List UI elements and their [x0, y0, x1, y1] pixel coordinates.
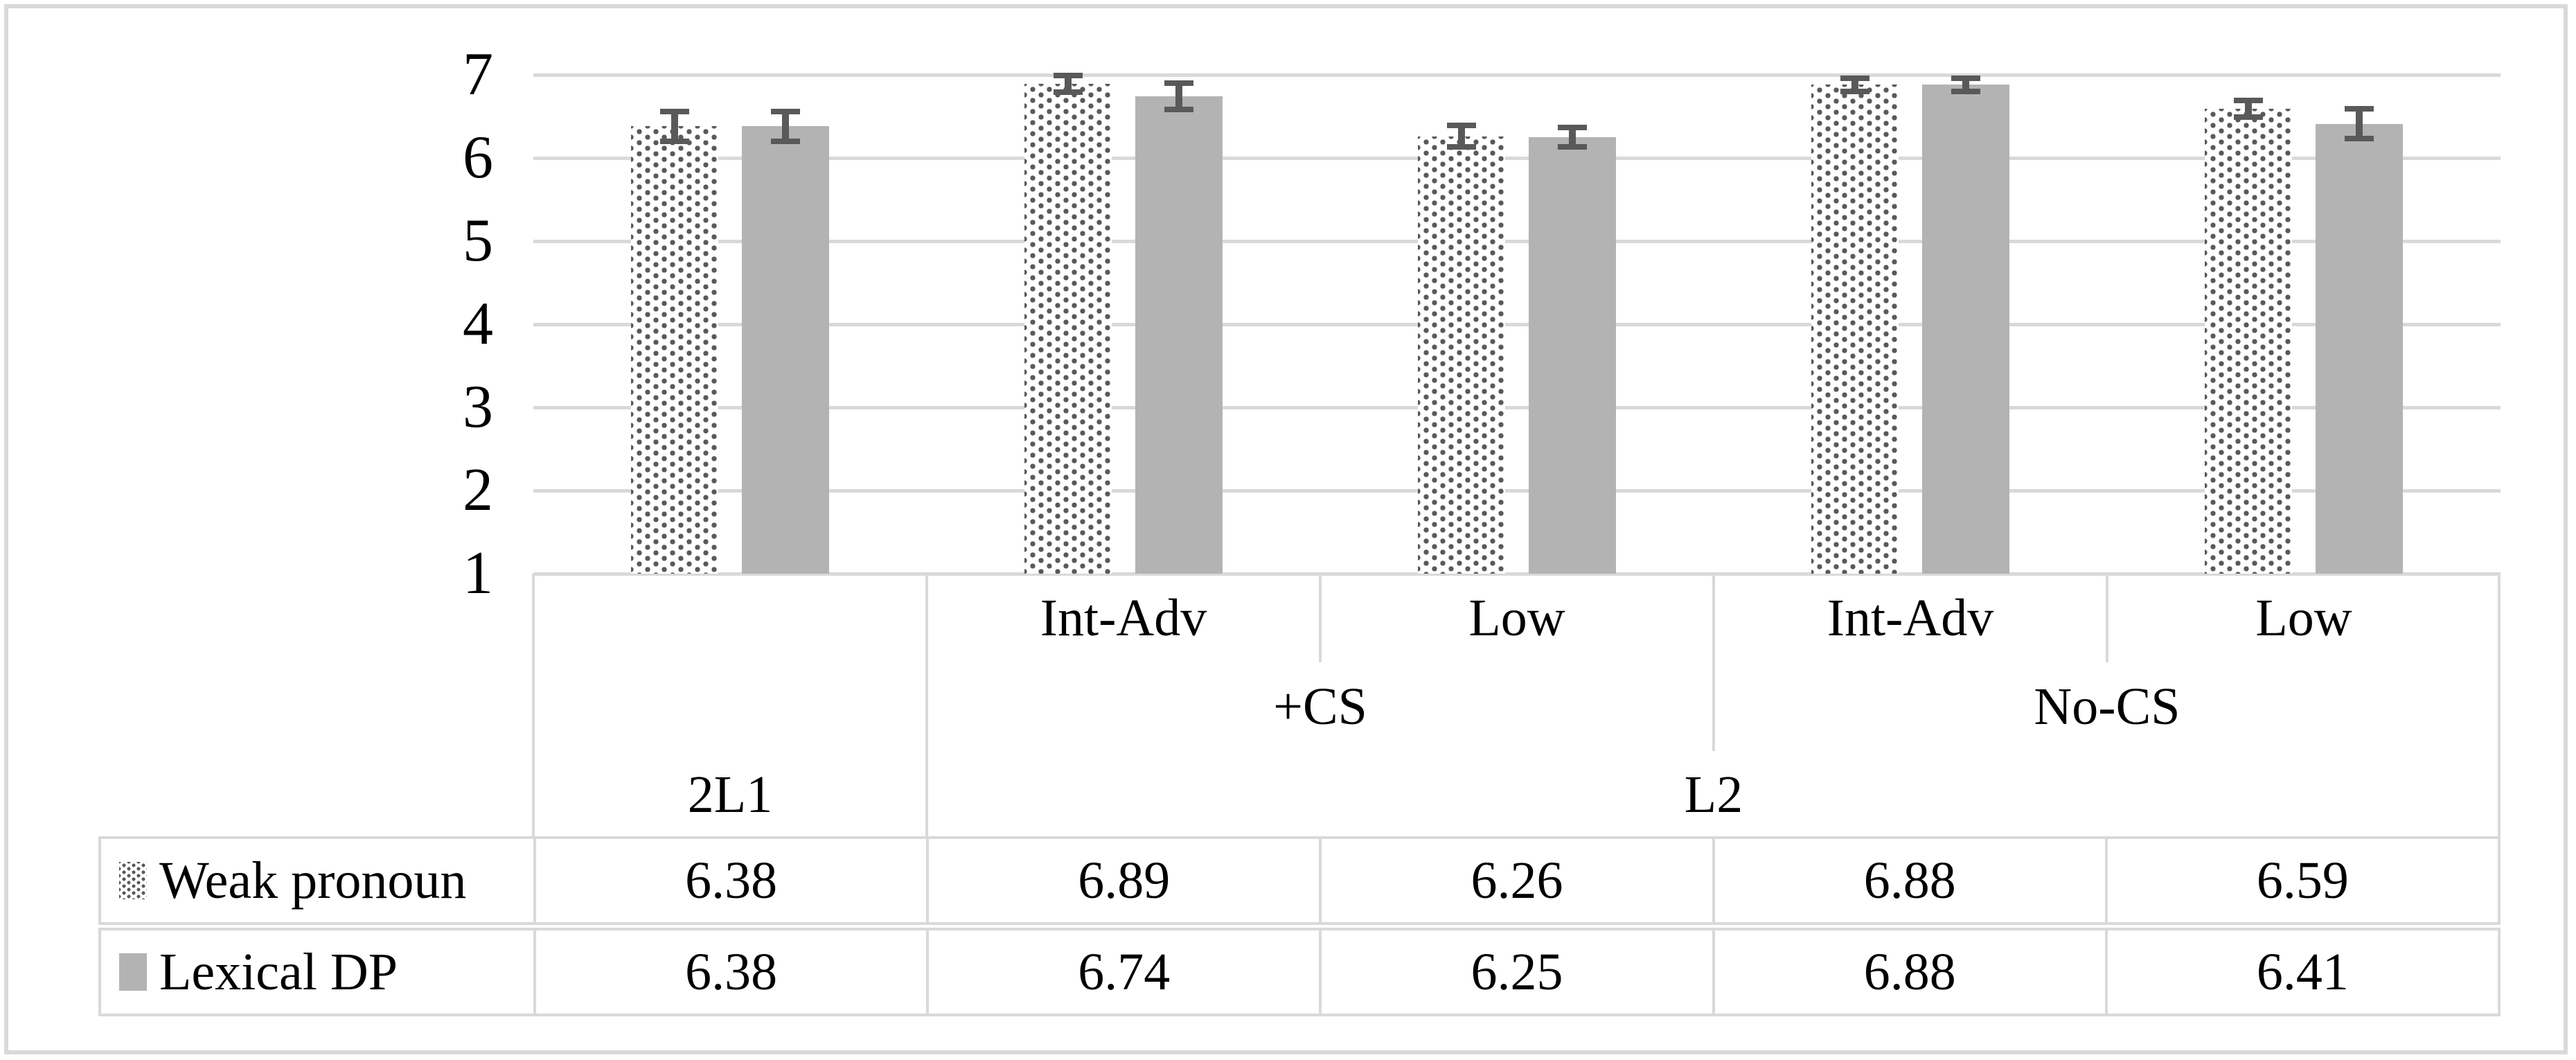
- error-bar-cap-top: [1951, 75, 1980, 81]
- error-bar-cap-bottom: [1054, 89, 1083, 96]
- error-bar-cap-bottom: [771, 139, 800, 144]
- error-bar-stem: [1851, 78, 1858, 91]
- value-lex-nocs-low: 6.41: [2104, 930, 2498, 1014]
- table-line-right: [2498, 574, 2501, 838]
- value-weak-2l1: 6.38: [533, 839, 926, 922]
- y-axis-tick-label-3: 3: [463, 373, 493, 441]
- header-2l1: 2L1: [687, 766, 773, 824]
- value-weak-cs-low: 6.26: [1319, 839, 1712, 922]
- error-bar-cap-top: [1164, 80, 1193, 86]
- error-bar-stem: [2245, 100, 2252, 118]
- gridline-5: [533, 240, 2501, 243]
- header-l2: L2: [1684, 766, 1743, 824]
- bar-weak-pronoun-2: [1024, 84, 1112, 574]
- table-line-nocs-intadv-low: [2106, 574, 2108, 662]
- legend-key-weak-pronoun: Weak pronoun: [101, 839, 533, 922]
- gridline-6: [533, 157, 2501, 160]
- error-bar-cap-bottom: [660, 139, 689, 144]
- legend-label-weak-pronoun: Weak pronoun: [159, 851, 467, 910]
- bar-weak-pronoun-4: [1811, 85, 1899, 574]
- error-bar-stem: [2356, 109, 2363, 139]
- y-axis-tick-label-7: 7: [463, 41, 493, 108]
- gridline-2: [533, 489, 2501, 493]
- error-bar-cap-top: [1558, 124, 1587, 130]
- value-lex-2l1: 6.38: [533, 930, 926, 1014]
- gridline-3: [533, 406, 2501, 409]
- error-bar-stem: [1962, 78, 1969, 91]
- error-bar-cap-top: [2234, 98, 2263, 104]
- value-lex-nocs-intadv: 6.88: [1712, 930, 2105, 1014]
- bar-weak-pronoun-3: [1418, 136, 1505, 574]
- header-intadv-nocs: Int-Adv: [1827, 589, 1994, 647]
- error-bar-cap-top: [1840, 75, 1869, 81]
- error-bar-cap-top: [1054, 73, 1083, 79]
- value-weak-cs-intadv: 6.89: [926, 839, 1319, 922]
- legend-key-lexical-dp: Lexical DP: [101, 930, 533, 1014]
- header-no-cs: No-CS: [2034, 678, 2180, 736]
- error-bar-stem: [1458, 125, 1465, 148]
- error-bar-cap-bottom: [1558, 144, 1587, 150]
- bar-lexical-dp-1: [742, 126, 829, 574]
- header-low-nocs: Low: [2255, 589, 2352, 647]
- y-axis-tick-label-5: 5: [463, 207, 493, 274]
- gridline-4: [533, 323, 2501, 326]
- header-plus-cs: +CS: [1273, 678, 1367, 736]
- bar-lexical-dp-2: [1135, 96, 1223, 574]
- header-low-cs: Low: [1468, 589, 1565, 647]
- table-line-cs-nocs: [1712, 574, 1715, 751]
- y-axis-tick-label-6: 6: [463, 124, 493, 191]
- error-bar-cap-top: [1447, 123, 1476, 129]
- bar-lexical-dp-5: [2316, 123, 2403, 574]
- dotted-pattern-swatch-icon: [119, 862, 147, 899]
- legend-label-lexical-dp: Lexical DP: [159, 942, 398, 1001]
- bar-lexical-dp-4: [1922, 85, 2009, 574]
- error-bar-stem: [1569, 127, 1576, 148]
- error-bar-cap-bottom: [2345, 136, 2374, 142]
- error-bar-cap-bottom: [1447, 144, 1476, 150]
- error-bar-stem: [671, 111, 678, 141]
- value-lex-cs-low: 6.25: [1319, 930, 1712, 1014]
- value-weak-nocs-intadv: 6.88: [1712, 839, 2105, 922]
- bar-lexical-dp-3: [1529, 137, 1616, 574]
- table-line-2l1-l2: [925, 574, 928, 838]
- table-line-left: [532, 574, 535, 840]
- error-bar-cap-top: [2345, 106, 2374, 112]
- y-axis-tick-label-1: 1: [463, 540, 493, 607]
- error-bar-cap-bottom: [1840, 89, 1869, 94]
- bar-weak-pronoun-5: [2205, 109, 2292, 574]
- error-bar-cap-bottom: [2234, 114, 2263, 121]
- table-row-lexical-dp: Lexical DP 6.38 6.74 6.25 6.88 6.41: [98, 928, 2501, 1016]
- error-bar-cap-top: [771, 108, 800, 114]
- gray-fill-swatch-icon: [119, 953, 147, 991]
- gridline-7: [533, 73, 2501, 77]
- figure-border: [4, 4, 2568, 1054]
- value-weak-nocs-low: 6.59: [2104, 839, 2498, 922]
- error-bar-stem: [782, 111, 789, 141]
- bar-weak-pronoun-1: [631, 126, 718, 574]
- table-line-cs-intadv-low: [1319, 574, 1322, 662]
- error-bar-stem: [1175, 83, 1182, 110]
- error-bar-cap-bottom: [1951, 89, 1980, 94]
- y-axis-tick-label-4: 4: [463, 290, 493, 357]
- error-bar-cap-top: [660, 108, 689, 114]
- error-bar-stem: [1065, 76, 1072, 93]
- header-intadv-cs: Int-Adv: [1040, 589, 1207, 647]
- gridline-1: [533, 572, 2501, 576]
- y-axis-tick-label-2: 2: [463, 457, 493, 524]
- value-lex-cs-intadv: 6.74: [926, 930, 1319, 1014]
- error-bar-cap-bottom: [1164, 107, 1193, 113]
- table-row-weak-pronoun: Weak pronoun 6.38 6.89 6.26 6.88 6.59: [98, 836, 2501, 925]
